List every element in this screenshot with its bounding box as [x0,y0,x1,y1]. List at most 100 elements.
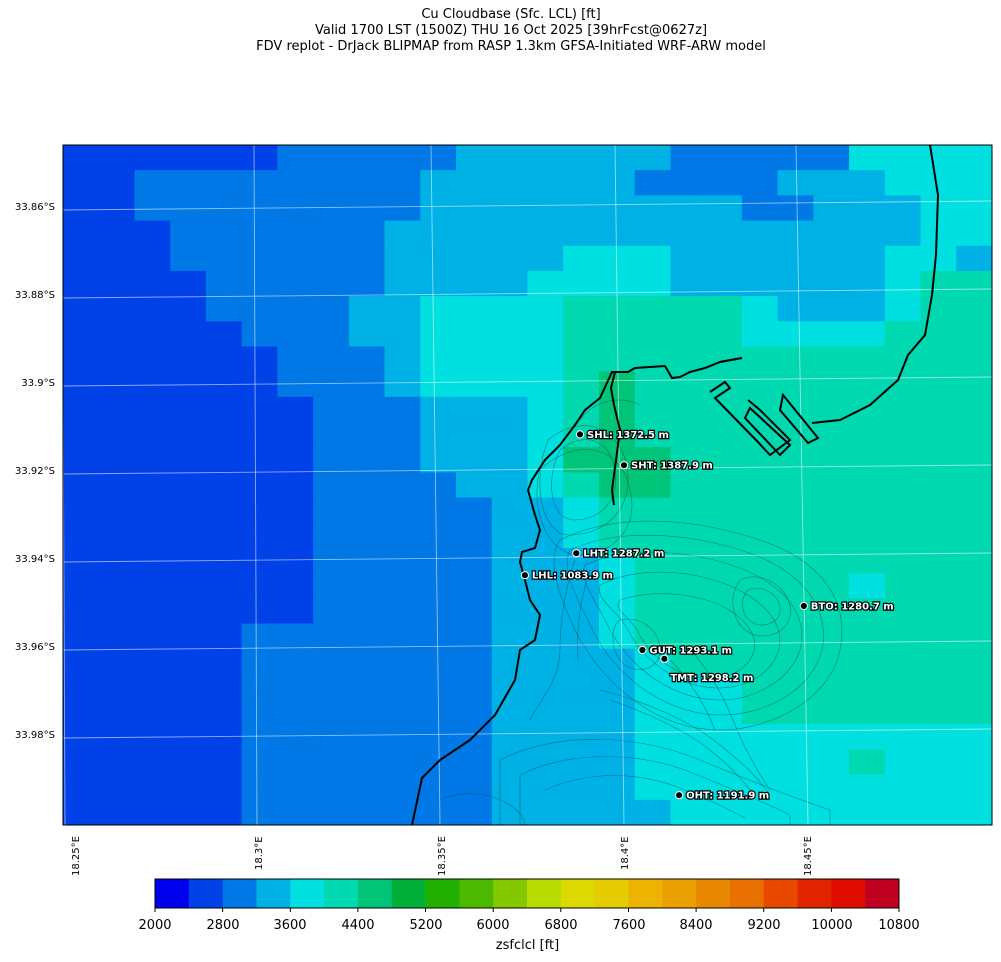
grid-cell [956,623,992,650]
grid-cell [241,497,278,524]
grid-cell [777,774,814,801]
grid-cell [98,396,136,423]
grid-cell [491,472,529,499]
grid-cell [456,195,493,222]
grid-cell [98,296,136,322]
grid-cell [241,321,278,348]
grid-cell [134,774,171,801]
station-label: LHL: 1083.9 m [532,571,613,582]
grid-cell [956,598,992,625]
grid-cell [277,573,314,599]
grid-cell [741,724,779,751]
grid-cell [205,799,243,825]
grid-cell [98,321,136,348]
grid-cell [598,799,636,825]
grid-cell [420,472,457,499]
grid-cell [956,346,992,373]
grid-cell [527,799,564,825]
grid-cell [63,195,100,222]
grid-cell [241,472,278,499]
grid-cell [849,270,886,297]
grid-cell [670,145,707,171]
grid-cell [63,396,100,423]
grid-cell [884,598,922,625]
grid-cell [313,699,350,725]
grid-cell [205,270,243,297]
grid-cell [170,648,207,675]
grid-cell [348,673,386,700]
grid-cell [634,623,672,650]
grid-cell [205,648,243,675]
map-frame [62,144,993,826]
grid-cell [134,497,171,524]
grid-cell [670,598,707,625]
grid-cell [884,396,922,423]
colorbar [154,878,900,912]
grid-cell [884,472,922,499]
grid-cell [348,522,386,549]
grid-cell [777,371,814,398]
grid-cell [634,145,672,171]
station-label: OHT: 1191.9 m [686,791,769,802]
grid-cell [491,245,529,272]
grid-cell [134,396,171,423]
colorbar-tick-2000: 2000 [138,918,172,933]
grid-cell [63,245,100,272]
grid-cell [920,774,957,801]
colorbar-segment [662,879,697,908]
grid-cell [527,346,564,373]
grid-cell [777,296,814,322]
grid-cell [420,648,457,675]
grid-cell [241,346,278,373]
grid-cell [277,699,314,725]
grid-cell [598,145,636,171]
colorbar-segment [797,879,832,908]
grid-cell [170,598,207,625]
colorbar-segment [155,879,190,908]
grid-cell [884,547,922,574]
grid-cell [456,699,493,725]
grid-cell [670,623,707,650]
grid-cell [313,573,350,599]
grid-cell [849,145,886,171]
grid-cell [277,724,314,751]
grid-cell [134,145,171,171]
grid-cell [741,648,779,675]
grid-cell [170,623,207,650]
grid-cell [813,195,850,222]
grid-cell [313,749,350,776]
grid-cell [277,346,314,373]
grid-cell [563,296,600,322]
grid-cell [277,447,314,474]
grid-cell [348,799,386,825]
grid-cell [634,573,672,599]
grid-cell [741,673,779,700]
grid-cell [634,195,672,222]
grid-cell [134,321,171,348]
grid-cell [634,598,672,625]
grid-cell [63,346,100,373]
grid-cell [849,799,886,825]
station-label: SHL: 1372.5 m [587,430,669,441]
grid-cell [670,547,707,574]
grid-cell [884,321,922,348]
grid-cell [813,145,850,171]
grid-cell [456,245,493,272]
grid-cell [384,296,421,322]
grid-cell [741,371,779,398]
grid-cell [384,321,421,348]
grid-cell [884,497,922,524]
grid-cell [348,270,386,297]
colorbar-tick-8400: 8400 [679,918,713,933]
grid-cell [777,547,814,574]
grid-cell [241,648,278,675]
grid-cell [598,472,636,499]
grid-cell [849,371,886,398]
grid-cell [920,749,957,776]
colorbar-tick-2800: 2800 [206,918,240,933]
grid-cell [277,648,314,675]
grid-cell [313,245,350,272]
colorbar-label: zsfclcl [ft] [495,938,560,953]
grid-cell [706,396,743,423]
colorbar-segment [560,879,596,908]
